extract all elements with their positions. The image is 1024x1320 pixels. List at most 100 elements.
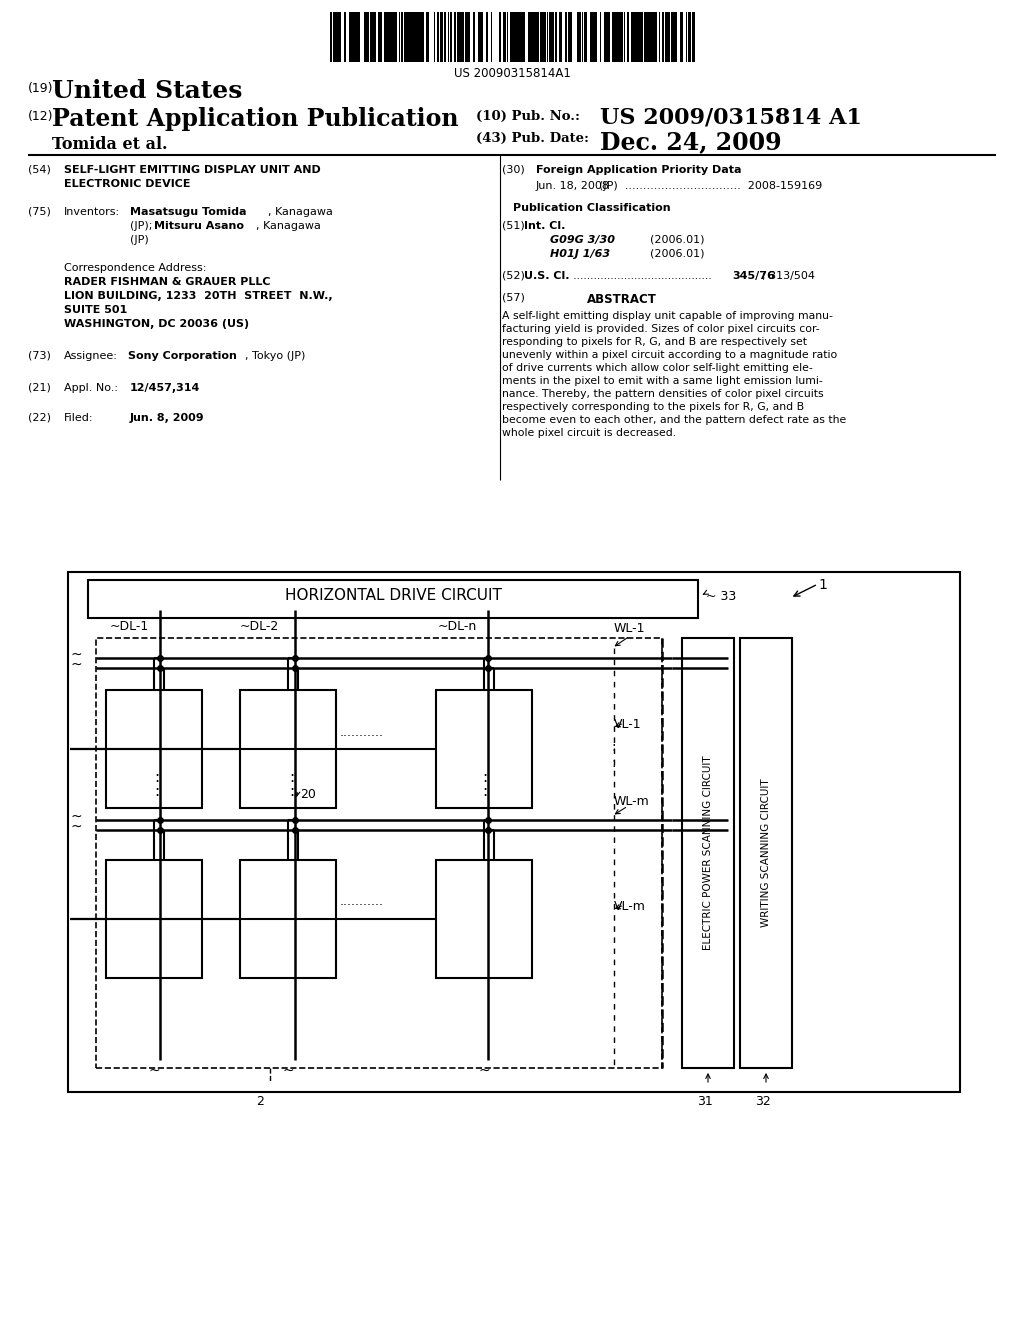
Text: :: :	[611, 756, 616, 770]
Text: (22): (22)	[28, 413, 51, 422]
Bar	[568, 12, 571, 62]
Text: :: :	[155, 770, 160, 785]
Text: , Tokyo (JP): , Tokyo (JP)	[245, 351, 305, 360]
Bar	[364, 12, 366, 62]
Text: Assignee:: Assignee:	[63, 351, 118, 360]
Text: respectively corresponding to the pixels for R, G, and B: respectively corresponding to the pixels…	[502, 403, 804, 412]
Text: WL-1: WL-1	[614, 622, 645, 635]
Text: 31: 31	[697, 1096, 713, 1107]
Bar	[337, 12, 339, 62]
Bar	[454, 12, 456, 62]
Bar	[740, 638, 792, 1068]
Text: whole pixel circuit is decreased.: whole pixel circuit is decreased.	[502, 428, 676, 438]
Bar	[473, 12, 475, 62]
Bar	[528, 12, 530, 62]
Text: facturing yield is provided. Sizes of color pixel circuits cor-: facturing yield is provided. Sizes of co…	[502, 323, 819, 334]
Text: (JP)  ................................  2008-159169: (JP) ................................ 20…	[592, 181, 822, 191]
Bar	[106, 861, 202, 978]
Text: , Kanagawa: , Kanagawa	[268, 207, 333, 216]
Bar	[468, 12, 470, 62]
Bar	[380, 12, 382, 62]
Bar	[540, 12, 543, 62]
Bar	[420, 12, 423, 62]
Bar	[366, 12, 369, 62]
Text: :: :	[482, 784, 487, 799]
Text: 345/76: 345/76	[732, 271, 775, 281]
Text: SELF-LIGHT EMITTING DISPLAY UNIT AND: SELF-LIGHT EMITTING DISPLAY UNIT AND	[63, 165, 321, 176]
Text: (JP);: (JP);	[130, 220, 156, 231]
Bar	[648, 12, 650, 62]
Bar	[410, 12, 413, 62]
Text: .........................................: ........................................…	[570, 271, 712, 281]
Bar	[522, 12, 525, 62]
Text: (10) Pub. No.:: (10) Pub. No.:	[476, 110, 580, 123]
Text: (73): (73)	[28, 351, 51, 360]
Bar	[88, 579, 698, 618]
Text: Inventors:: Inventors:	[63, 207, 120, 216]
Text: (57): (57)	[502, 293, 525, 304]
Bar	[512, 12, 514, 62]
Bar	[96, 638, 662, 1068]
Text: (43) Pub. Date:: (43) Pub. Date:	[476, 132, 589, 145]
Bar	[594, 12, 597, 62]
Text: Appl. No.:: Appl. No.:	[63, 383, 118, 393]
Bar	[544, 12, 546, 62]
Bar	[617, 12, 620, 62]
Text: LION BUILDING, 1233  20TH  STREET  N.W.,: LION BUILDING, 1233 20TH STREET N.W.,	[63, 290, 333, 301]
Bar	[682, 638, 734, 1068]
Bar	[577, 12, 580, 62]
Bar	[339, 12, 341, 62]
Text: (21): (21)	[28, 383, 51, 393]
Text: 20: 20	[300, 788, 315, 801]
Text: ~ 33: ~ 33	[706, 590, 736, 603]
Text: :: :	[290, 784, 295, 799]
Bar	[650, 12, 653, 62]
Bar	[335, 12, 337, 62]
Bar	[333, 12, 335, 62]
Text: , Kanagawa: , Kanagawa	[256, 220, 321, 231]
Bar	[378, 12, 380, 62]
Text: Jun. 8, 2009: Jun. 8, 2009	[130, 413, 205, 422]
Text: (30): (30)	[502, 165, 524, 176]
Text: Mitsuru Asano: Mitsuru Asano	[154, 220, 244, 231]
Text: 2: 2	[256, 1096, 264, 1107]
Text: ...........: ...........	[340, 895, 384, 908]
Text: :: :	[482, 770, 487, 785]
Text: ~: ~	[148, 1064, 160, 1078]
Text: Publication Classification: Publication Classification	[513, 203, 671, 213]
Bar	[565, 12, 567, 62]
Text: ELECTRONIC DEVICE: ELECTRONIC DEVICE	[63, 180, 190, 189]
Bar	[530, 12, 534, 62]
Text: ~: ~	[70, 657, 82, 672]
Text: Dec. 24, 2009: Dec. 24, 2009	[600, 129, 781, 154]
Text: (75): (75)	[28, 207, 51, 216]
Bar	[440, 12, 443, 62]
Bar	[692, 12, 695, 62]
Bar	[551, 12, 553, 62]
Bar	[106, 690, 202, 808]
Bar	[615, 12, 617, 62]
Text: US 20090315814A1: US 20090315814A1	[454, 67, 570, 81]
Text: responding to pixels for R, G, and B are respectively set: responding to pixels for R, G, and B are…	[502, 337, 807, 347]
Text: ; 313/504: ; 313/504	[762, 271, 815, 281]
Text: WL-m: WL-m	[614, 795, 650, 808]
Bar	[680, 12, 683, 62]
Bar	[674, 12, 677, 62]
Bar	[330, 12, 332, 62]
Text: (12): (12)	[28, 110, 53, 123]
Text: Sony Corporation: Sony Corporation	[128, 351, 237, 360]
Text: Masatsugu Tomida: Masatsugu Tomida	[130, 207, 247, 216]
Text: of drive currents which allow color self-light emitting ele-: of drive currents which allow color self…	[502, 363, 813, 374]
Bar	[478, 12, 481, 62]
Bar	[604, 12, 606, 62]
Bar	[240, 690, 336, 808]
Bar	[549, 12, 551, 62]
Bar	[559, 12, 562, 62]
Text: HORIZONTAL DRIVE CIRCUIT: HORIZONTAL DRIVE CIRCUIT	[285, 587, 502, 603]
Bar	[408, 12, 410, 62]
Bar	[349, 12, 352, 62]
Bar	[641, 12, 643, 62]
Bar	[385, 12, 388, 62]
Bar	[436, 861, 532, 978]
Bar	[68, 572, 961, 1092]
